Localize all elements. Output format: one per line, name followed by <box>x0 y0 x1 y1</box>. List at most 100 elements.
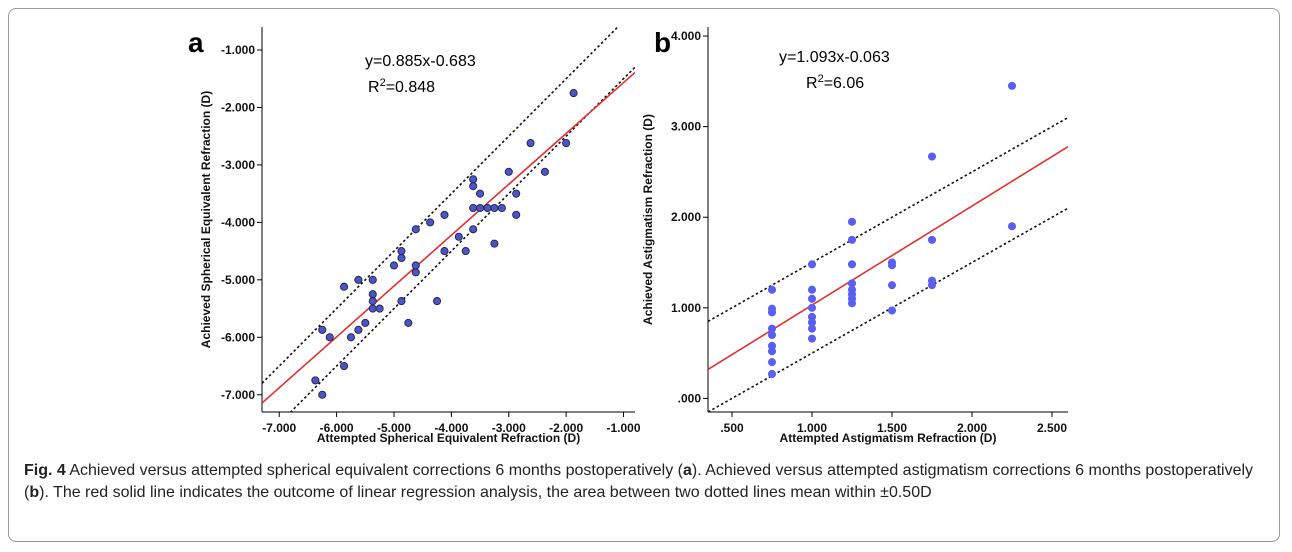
data-point <box>469 175 478 184</box>
y-tick-label: -5.000 <box>221 273 255 287</box>
data-point <box>767 369 777 379</box>
data-point <box>461 247 470 256</box>
y-tick-label: 4.000 <box>671 29 701 43</box>
data-point <box>368 290 377 299</box>
y-tick-label: -1.000 <box>221 43 255 57</box>
x-tick-label: -3.000 <box>492 421 526 435</box>
data-point <box>361 318 370 327</box>
caption-text-2: ). Achieved versus attempted astigmatism… <box>24 462 1254 501</box>
panel-label: a <box>188 27 204 58</box>
x-tick-label: -2.000 <box>549 421 583 435</box>
data-point <box>490 203 499 213</box>
data-point <box>512 210 521 219</box>
caption-text-1: Achieved versus attempted spherical equi… <box>65 462 683 479</box>
data-point <box>368 275 377 284</box>
data-point <box>368 304 377 313</box>
data-point <box>887 281 897 290</box>
data-point <box>389 261 399 270</box>
data-point <box>368 297 377 306</box>
x-axis-label: Attempted Astigmatism Refraction (D) <box>780 431 997 445</box>
x-axis-label: Attempted Spherical Equivalent Refractio… <box>317 431 580 445</box>
data-point <box>807 312 817 321</box>
data-point <box>807 294 817 303</box>
data-point <box>569 89 578 98</box>
data-point <box>847 279 857 288</box>
data-point <box>767 304 777 313</box>
regression-line <box>708 146 1068 371</box>
data-point <box>927 235 937 244</box>
tolerance-band-line <box>708 116 1068 323</box>
y-tick-label: -6.000 <box>221 330 255 344</box>
data-point <box>325 333 334 342</box>
data-point <box>512 189 521 198</box>
data-point <box>540 167 549 176</box>
data-point <box>469 203 478 213</box>
data-point <box>767 341 777 350</box>
data-point <box>927 152 937 161</box>
data-point <box>483 203 492 213</box>
x-tick-label: -6.000 <box>320 421 354 435</box>
y-tick-label: -2.000 <box>221 100 255 114</box>
figure-caption: Fig. 4 Achieved versus attempted spheric… <box>24 460 1264 504</box>
y-tick-label: .000 <box>678 391 702 405</box>
data-point <box>469 182 478 191</box>
data-point <box>927 276 937 285</box>
data-point <box>397 247 406 256</box>
y-tick-label: 3.000 <box>671 120 701 134</box>
data-point <box>767 324 777 333</box>
data-point <box>887 258 897 267</box>
data-point <box>1007 222 1017 231</box>
y-tick-label: 2.000 <box>671 210 701 224</box>
panel-a-scatter-chart: -7.000 -6.000 -5.000 -4.000 -3.000 -2.000 -1.0… <box>188 27 641 445</box>
y-axis-label: Achieved Astigmatism Refraction (D) <box>641 114 655 325</box>
data-point <box>887 306 897 315</box>
x-tick-label: -7.000 <box>262 421 296 435</box>
data-point <box>411 268 420 277</box>
data-point <box>807 260 817 269</box>
data-point <box>497 203 506 213</box>
data-point <box>397 297 406 306</box>
data-point <box>847 217 857 226</box>
r-squared-label: R2=0.848 <box>368 77 435 96</box>
panel-label: b <box>654 27 671 58</box>
data-point <box>847 235 857 244</box>
data-point <box>440 247 449 256</box>
data-point <box>426 218 435 227</box>
data-point <box>469 225 478 234</box>
y-tick-label: -7.000 <box>221 388 255 402</box>
data-point <box>847 260 857 269</box>
y-axis-label: Achieved Spherical Equivalent Refraction… <box>199 91 213 348</box>
data-point <box>807 303 817 312</box>
data-point <box>354 325 363 334</box>
y-tick-label: -3.000 <box>221 158 255 172</box>
panel-b-scatter-chart: .500 1.000 1.500 2.000 2.500 .000 1.000 2.000 3.… <box>641 27 1068 445</box>
data-point <box>504 167 513 176</box>
data-point <box>562 139 571 148</box>
data-point <box>476 189 485 198</box>
regression-equation: y=0.885x-0.683 <box>365 53 476 70</box>
data-point <box>767 285 777 294</box>
data-point <box>807 334 817 343</box>
caption-text-3: ). The red solid line indicates the outc… <box>39 484 932 501</box>
data-point <box>404 318 413 327</box>
x-tick-label: 2.000 <box>957 421 987 435</box>
data-point <box>411 225 420 234</box>
data-point <box>1007 81 1017 90</box>
data-point <box>346 333 355 342</box>
data-point <box>432 297 442 306</box>
data-point <box>311 376 320 385</box>
caption-ref-a: a <box>683 462 692 479</box>
regression-equation: y=1.093x-0.063 <box>779 49 890 66</box>
data-point <box>318 390 327 399</box>
data-point <box>476 203 485 213</box>
x-tick-label: 2.500 <box>1037 421 1067 435</box>
data-point <box>340 282 349 291</box>
x-tick-label: 1.500 <box>877 421 907 435</box>
tolerance-band-line <box>289 66 635 412</box>
regression-line <box>262 71 635 404</box>
data-point <box>440 210 449 219</box>
figure-frame <box>8 8 1280 542</box>
data-point <box>354 275 363 284</box>
x-tick-label: -5.000 <box>377 421 411 435</box>
